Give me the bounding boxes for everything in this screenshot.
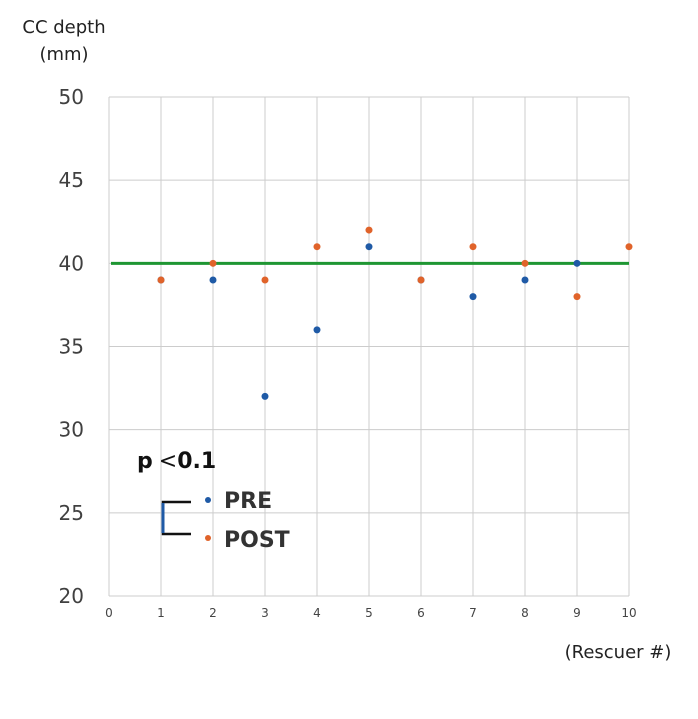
x-tick-label-6: 6 [417, 606, 425, 620]
point-pre-rescuer-9 [573, 259, 581, 267]
point-pre-rescuer-2 [209, 276, 217, 284]
p-comparator: < [159, 449, 177, 474]
point-post-rescuer-3 [261, 276, 269, 284]
point-post-rescuer-4 [313, 243, 321, 251]
x-tick-label-8: 8 [521, 606, 529, 620]
x-tick-label-7: 7 [469, 606, 477, 620]
y-tick-label-35: 35 [59, 335, 84, 359]
y-tick-label-30: 30 [59, 418, 84, 442]
p-value-annotation: p <0.1 [137, 449, 216, 474]
point-pre-rescuer-7 [469, 293, 477, 301]
y-tick-labels: 20 25 30 35 40 45 50 [59, 85, 84, 608]
point-post-rescuer-2 [209, 259, 217, 267]
point-post-rescuer-6 [417, 276, 425, 284]
legend-label-pre: PRE [224, 489, 272, 514]
x-tick-label-4: 4 [313, 606, 321, 620]
x-tick-label-9: 9 [573, 606, 581, 620]
y-axis-title-line2: (mm) [39, 44, 88, 65]
legend-bracket [161, 500, 191, 536]
y-tick-label-20: 20 [59, 584, 84, 608]
x-tick-label-5: 5 [365, 606, 373, 620]
point-pre-rescuer-4 [313, 326, 321, 334]
y-tick-label-25: 25 [59, 501, 84, 525]
point-post-rescuer-5 [365, 226, 373, 234]
y-tick-label-45: 45 [59, 168, 84, 192]
point-post-rescuer-7 [469, 243, 477, 251]
point-post-rescuer-1 [157, 276, 165, 284]
legend: PRE POST [161, 489, 290, 553]
p-symbol: p [137, 449, 153, 474]
y-tick-label-40: 40 [59, 251, 84, 275]
svg-text:p<0.1: p <0.1 [137, 449, 216, 474]
x-axis-title: (Rescuer #) [565, 642, 672, 663]
x-tick-label-10: 10 [621, 606, 636, 620]
data-points [157, 226, 633, 400]
point-pre-rescuer-8 [521, 276, 529, 284]
p-value: 0.1 [177, 449, 216, 474]
y-axis-title-line1: CC depth [22, 17, 105, 38]
legend-marker-pre [205, 497, 211, 503]
point-post-rescuer-9 [573, 293, 581, 301]
legend-marker-post [205, 535, 211, 541]
x-tick-label-2: 2 [209, 606, 217, 620]
grid-lines [108, 96, 630, 597]
x-tick-label-0: 0 [105, 606, 113, 620]
point-pre-rescuer-3 [261, 392, 269, 400]
x-tick-label-3: 3 [261, 606, 269, 620]
y-tick-label-50: 50 [59, 85, 84, 109]
legend-label-post: POST [224, 528, 290, 553]
point-post-rescuer-8 [521, 259, 529, 267]
point-post-rescuer-10 [625, 243, 633, 251]
x-tick-labels: 0 1 2 3 4 5 6 7 8 9 10 [105, 606, 636, 620]
x-tick-label-1: 1 [157, 606, 165, 620]
point-pre-rescuer-5 [365, 243, 373, 251]
